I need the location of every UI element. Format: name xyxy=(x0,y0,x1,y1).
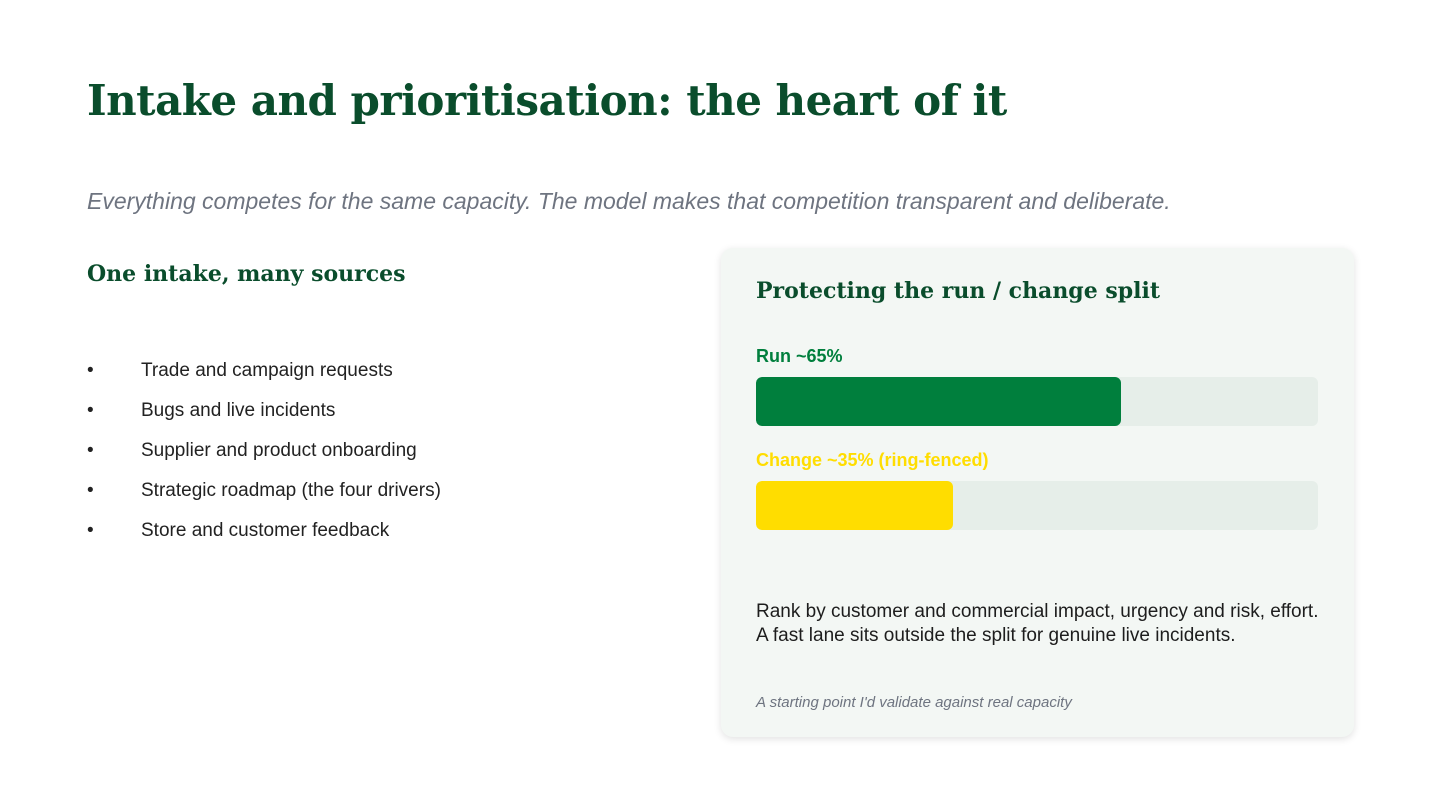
bullet-dot-icon: • xyxy=(87,400,94,421)
change-bar-label: Change ~35% (ring-fenced) xyxy=(756,450,989,470)
slide-subtitle: Everything competes for the same capacit… xyxy=(87,188,1171,214)
run-bar-fill xyxy=(756,377,1122,426)
validation-note: A starting point I'd validate against re… xyxy=(756,694,1072,711)
list-item-label: Strategic roadmap (the four drivers) xyxy=(141,480,441,501)
list-item-label: Store and customer feedback xyxy=(141,520,390,541)
sources-heading: One intake, many sources xyxy=(87,261,406,287)
change-bar-fill xyxy=(756,481,953,530)
bullet-dot-icon: • xyxy=(87,520,94,541)
bullet-dot-icon: • xyxy=(87,440,94,461)
bullet-dot-icon: • xyxy=(87,360,94,381)
run-bar-track xyxy=(756,377,1318,426)
list-item-label: Bugs and live incidents xyxy=(141,400,336,421)
slide-title: Intake and prioritisation: the heart of … xyxy=(87,76,1007,125)
run-bar-label: Run ~65% xyxy=(756,346,843,366)
change-bar-track xyxy=(756,481,1318,530)
prioritisation-description: Rank by customer and commercial impact, … xyxy=(756,601,1319,646)
list-item-label: Trade and campaign requests xyxy=(141,360,393,381)
list-item-label: Supplier and product onboarding xyxy=(141,440,417,461)
split-card-heading: Protecting the run / change split xyxy=(756,278,1160,304)
bullet-dot-icon: • xyxy=(87,480,94,501)
split-card: Protecting the run / change split Run ~6… xyxy=(721,248,1354,737)
